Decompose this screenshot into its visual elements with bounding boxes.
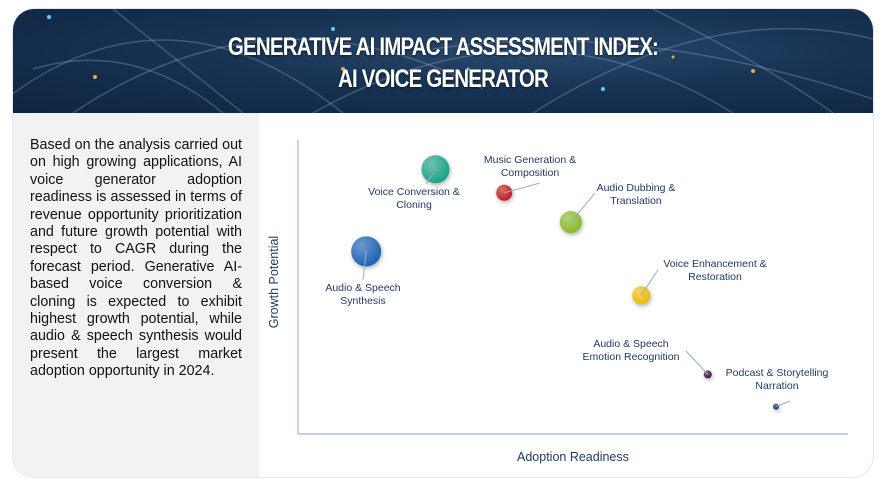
leader-line	[425, 169, 436, 185]
point-label: Audio & Speech Emotion Recognition	[583, 338, 680, 364]
point-label: Audio & Speech Synthesis	[325, 282, 400, 308]
leader-line	[362, 251, 367, 281]
point-label-line-1: Audio & Speech	[593, 338, 669, 350]
point-label: Music Generation & Composition	[484, 154, 576, 180]
point-label-line-2: Synthesis	[340, 295, 386, 307]
leader-line	[504, 182, 541, 194]
infographic-card: GENERATIVE AI IMPACT ASSESSMENT INDEX: A…	[12, 8, 874, 478]
point-label-line-2: Emotion Recognition	[582, 351, 680, 363]
point-label: Podcast & Storytelling Narration	[726, 367, 829, 393]
description-panel: Based on the analysis carried out on hig…	[13, 113, 259, 477]
leader-line	[775, 400, 791, 408]
point-label: Voice Enhancement & Restoration	[663, 258, 766, 284]
point-label-line-1: Voice Enhancement &	[663, 258, 767, 270]
point-label-line-2: Composition	[500, 167, 560, 179]
point-label-line-1: Podcast & Storytelling	[725, 367, 829, 379]
x-axis-label: Adoption Readiness	[517, 450, 629, 464]
leader-line	[685, 350, 709, 375]
header-banner: GENERATIVE AI IMPACT ASSESSMENT INDEX: A…	[13, 9, 873, 113]
leader-line	[640, 269, 659, 296]
point-label-line-1: Music Generation &	[483, 154, 577, 166]
title-line-1: GENERATIVE AI IMPACT ASSESSMENT INDEX:	[227, 33, 659, 61]
leader-line	[570, 192, 596, 223]
y-axis-label: Growth Potential	[267, 235, 281, 329]
banner-background-art	[13, 9, 873, 113]
point-label-line-2: Narration	[755, 380, 799, 392]
point-label-line-1: Voice Conversion &	[368, 186, 460, 198]
description-text: Based on the analysis carried out on hig…	[30, 137, 242, 380]
point-label: Audio Dubbing & Translation	[597, 182, 676, 208]
point-label-line-2: Restoration	[688, 271, 742, 283]
point-label: Voice Conversion & Cloning	[368, 186, 460, 212]
point-label-line-1: Audio Dubbing &	[596, 182, 676, 194]
point-label-line-2: Cloning	[396, 199, 432, 211]
point-label-line-1: Audio & Speech	[325, 282, 401, 294]
point-label-line-2: Translation	[610, 195, 662, 207]
title-line-2: AI VOICE GENERATOR	[337, 65, 549, 93]
